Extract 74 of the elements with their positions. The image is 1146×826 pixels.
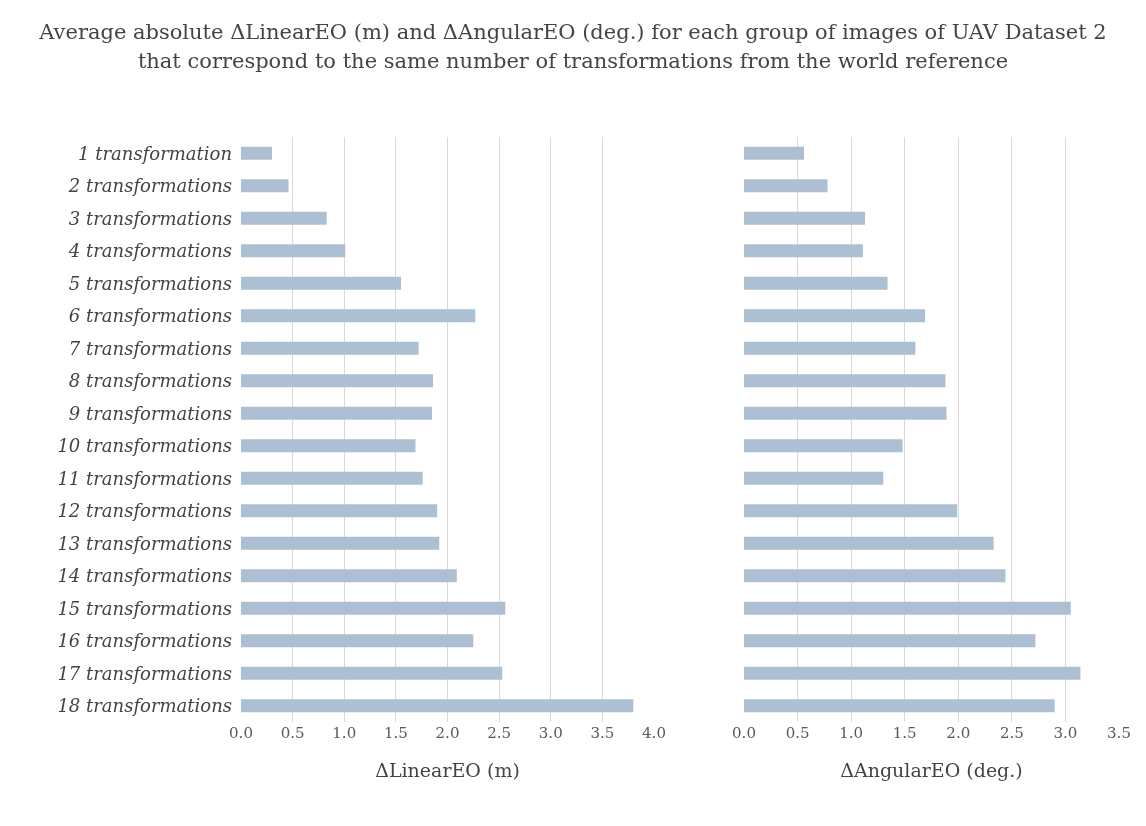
y-tick-label: 3 transformations [68,207,232,229]
y-tick-label: 2 transformations [67,175,232,197]
bar [241,146,272,160]
bar [744,211,866,225]
y-tick-label: 8 transformations [68,370,232,392]
bar [744,536,994,550]
y-tick-label: 10 transformations [57,435,232,457]
bar [241,536,440,550]
bar [241,276,402,290]
y-tick-label: 4 transformations [67,240,232,262]
bar [241,179,289,193]
x-tick-label: 3.0 [538,724,563,742]
y-tick-label: 17 transformations [57,662,232,684]
bar [744,406,947,420]
y-tick-label: 5 transformations [68,272,232,294]
bar [744,244,863,258]
chart-title: Average absolute ΔLinearEO (m) and ΔAngularEO (deg.) for each group of images of UAV Dataset 2 that correspond to the same number of transformations from the world reference [38,19,1108,76]
bar [744,601,1071,615]
x-tick-label: 4.0 [642,724,666,742]
y-tick-label: 11 transformations [57,467,232,489]
x-tick-label: 0.0 [229,724,253,742]
x-tick-label: 1.0 [839,724,864,742]
bar [241,569,457,583]
bar [744,569,1006,583]
y-tick-label: 18 transformations [57,695,232,717]
x-tick-label: 1.0 [332,724,357,742]
x-tick-label: 0.0 [732,724,756,742]
x-tick-label: 2.5 [487,724,512,742]
y-tick-label: 6 transformations [68,305,232,327]
y-tick-label: 1 transformation [78,142,232,164]
x-tick-label: 3.0 [1053,724,1078,742]
bar [241,244,346,258]
y-tick-label: 12 transformations [57,500,232,522]
bar [241,374,434,388]
x-tick-label: 3.5 [1107,724,1131,742]
bar [744,666,1081,680]
x-axis-title: ΔAngularEO (deg.) [840,758,1023,781]
bar [744,471,884,485]
x-tick-label: 1.5 [383,724,408,742]
bar [744,146,804,160]
bar [744,634,1036,648]
y-tick-label: 16 transformations [57,630,232,652]
bar [744,309,926,323]
x-tick-label: 1.5 [892,724,917,742]
bar [744,699,1055,713]
bar [744,439,903,453]
x-tick-label: 3.5 [590,724,615,742]
y-tick-label: 13 transformations [57,532,232,554]
y-tick-label: 7 transformations [68,337,232,359]
bar [744,276,888,290]
bar [241,211,327,225]
x-tick-label: 2.0 [435,724,460,742]
x-tick-label: 0.5 [280,724,305,742]
bar [241,504,438,518]
bar [241,406,433,420]
bar [241,439,416,453]
y-tick-label: 15 transformations [57,597,232,619]
bar [241,634,474,648]
bar [241,699,634,713]
bar [744,374,946,388]
bar [241,471,423,485]
x-tick-label: 2.5 [999,724,1024,742]
y-tick-label: 14 transformations [57,565,232,587]
x-tick-label: 0.5 [785,724,810,742]
bar [241,341,419,355]
bar [744,179,828,193]
bar [241,309,476,323]
bar [241,666,503,680]
bar [744,341,916,355]
bar [744,504,958,518]
bar [241,601,506,615]
y-tick-label: 9 transformations [68,402,232,424]
x-tick-label: 2.0 [946,724,971,742]
x-axis-title: ΔLinearEO (m) [375,758,520,781]
